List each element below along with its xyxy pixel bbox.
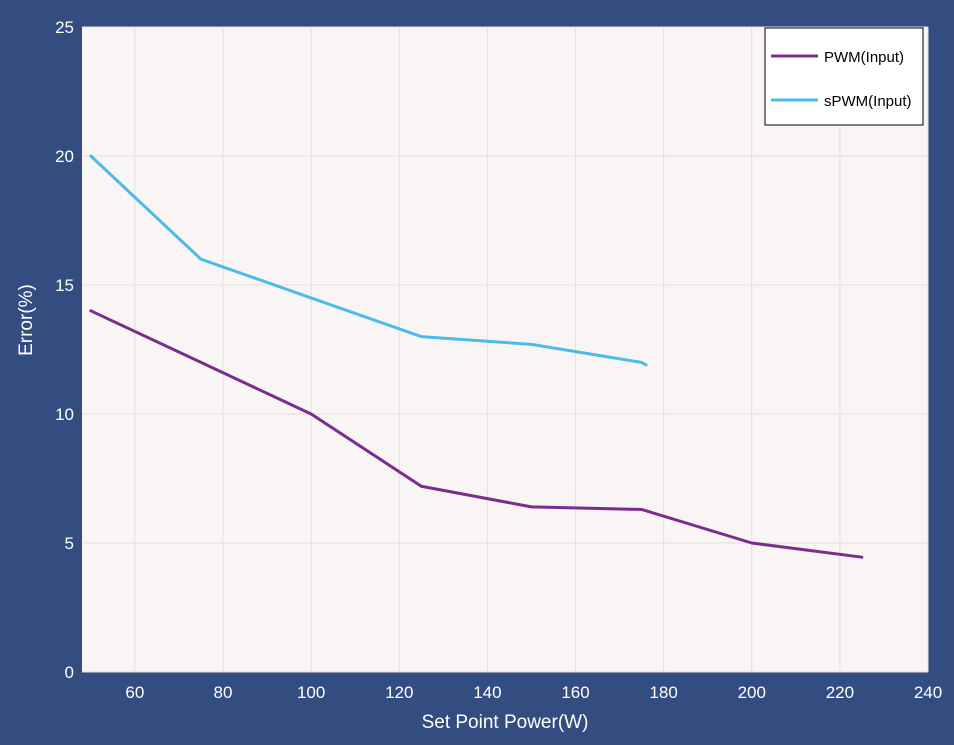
- y-tick-label: 15: [55, 276, 74, 295]
- series-line-spwm: [89, 154, 648, 367]
- y-tick-label: 10: [55, 405, 74, 424]
- y-tick-label: 5: [65, 534, 74, 553]
- x-tick-label: 60: [125, 683, 144, 702]
- x-tick-label: 220: [826, 683, 854, 702]
- series-line-pwm: [89, 309, 864, 559]
- series-lines: [89, 154, 864, 559]
- x-tick-label: 160: [561, 683, 589, 702]
- y-tick-label: 20: [55, 147, 74, 166]
- x-tick-label: 180: [649, 683, 677, 702]
- y-tick-label: 0: [65, 663, 74, 682]
- x-tick-label: 100: [297, 683, 325, 702]
- legend: PWM(Input) sPWM(Input): [764, 27, 924, 126]
- grid-lines: [82, 26, 929, 673]
- x-tick-label: 120: [385, 683, 413, 702]
- legend-box: [764, 27, 924, 126]
- x-tick-label: 80: [214, 683, 233, 702]
- x-axis-label: Set Point Power(W): [422, 712, 589, 733]
- y-axis-ticks: 0 5 10 15 20 25: [55, 18, 74, 682]
- x-axis-ticks: 60 80 100 120 140 160 180 200 220 240: [125, 683, 942, 702]
- y-axis-label: Error(%): [16, 284, 37, 356]
- x-tick-label: 200: [738, 683, 766, 702]
- x-tick-label: 140: [473, 683, 501, 702]
- legend-label-pwm: PWM(Input): [824, 49, 904, 66]
- y-tick-label: 25: [55, 18, 74, 37]
- legend-label-spwm: sPWM(Input): [824, 93, 912, 110]
- x-tick-label: 240: [914, 683, 942, 702]
